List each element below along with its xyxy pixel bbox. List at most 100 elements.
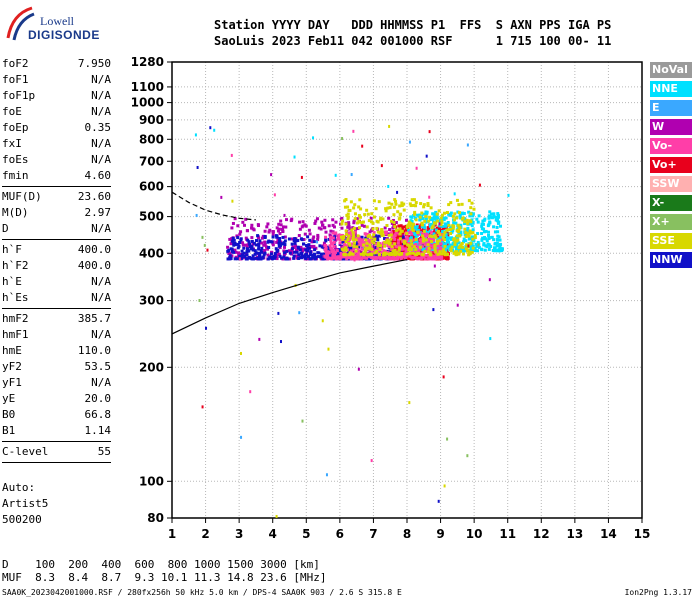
param-row: h`F2 400.0 bbox=[2, 258, 167, 274]
echo-dot bbox=[266, 247, 270, 251]
echo-dot bbox=[354, 243, 358, 247]
echo-dot bbox=[439, 235, 443, 239]
echo-dot bbox=[410, 227, 414, 231]
echo-dot bbox=[432, 254, 436, 258]
echo-dot bbox=[407, 228, 411, 232]
echo-dot bbox=[407, 231, 411, 235]
echo-dot bbox=[332, 225, 336, 229]
echo-dot bbox=[445, 252, 449, 256]
echo-dot bbox=[237, 251, 241, 255]
echo-dot bbox=[348, 251, 352, 255]
echo-dot bbox=[269, 252, 273, 256]
echo-dot bbox=[390, 245, 394, 249]
param-label: hmF2 bbox=[2, 312, 29, 325]
echo-dot bbox=[282, 255, 286, 259]
echo-dot bbox=[340, 226, 344, 230]
echo-dot bbox=[443, 253, 447, 257]
echo-dot bbox=[423, 247, 427, 251]
echo-dot bbox=[363, 213, 367, 217]
echo-dot bbox=[436, 237, 440, 241]
echo-dot bbox=[440, 252, 444, 256]
echo-dot bbox=[367, 257, 371, 261]
echo-dot bbox=[407, 235, 411, 239]
echo-dot bbox=[270, 257, 274, 261]
echo-dot bbox=[393, 237, 397, 241]
echo-dot bbox=[273, 252, 277, 256]
echo-dot bbox=[343, 246, 347, 250]
echo-dot bbox=[404, 255, 408, 259]
sparse-echo-dot bbox=[273, 193, 276, 197]
sparse-echo-dot bbox=[209, 126, 212, 130]
echo-dot bbox=[360, 240, 364, 244]
echo-dot bbox=[483, 248, 487, 252]
echo-dot bbox=[457, 246, 461, 250]
sparse-echo-dot bbox=[361, 144, 364, 148]
echo-dot bbox=[356, 240, 360, 244]
echo-dot bbox=[467, 210, 471, 214]
sparse-echo-dot bbox=[239, 351, 242, 355]
echo-dot bbox=[452, 224, 456, 228]
echo-dot bbox=[417, 247, 421, 251]
echo-dot bbox=[309, 257, 313, 261]
legend-item: NoVal bbox=[650, 62, 692, 78]
echo-dot bbox=[485, 239, 489, 243]
echo-dot bbox=[330, 247, 334, 251]
echo-dot bbox=[349, 249, 353, 253]
echo-dot bbox=[347, 221, 351, 225]
echo-dot bbox=[391, 226, 395, 230]
echo-dot bbox=[266, 222, 270, 226]
sparse-echo-dot bbox=[370, 459, 373, 463]
echo-dot bbox=[413, 232, 417, 236]
sparse-echo-dot bbox=[425, 154, 428, 158]
echo-dot bbox=[390, 202, 394, 206]
echo-dot bbox=[280, 256, 284, 260]
param-label: fxI bbox=[2, 137, 22, 150]
echo-dot bbox=[469, 231, 473, 235]
echo-dot bbox=[285, 249, 289, 253]
echo-dot bbox=[363, 240, 367, 244]
echo-dot bbox=[299, 256, 303, 260]
echo-dot bbox=[231, 250, 235, 254]
echo-dot bbox=[351, 252, 355, 256]
echo-dot bbox=[424, 210, 428, 214]
echo-dot bbox=[388, 206, 392, 210]
echo-dot bbox=[245, 247, 249, 251]
sparse-echo-dot bbox=[196, 165, 199, 169]
echo-dot bbox=[355, 217, 359, 221]
echo-dot bbox=[431, 212, 435, 216]
param-value: 7.950 bbox=[77, 57, 111, 70]
param-label: C-level bbox=[2, 445, 49, 458]
echo-dot bbox=[383, 226, 387, 230]
echo-dot bbox=[495, 244, 499, 248]
echo-dot bbox=[296, 239, 300, 243]
echo-dot bbox=[346, 205, 350, 209]
echo-dot bbox=[347, 208, 351, 212]
echo-dot bbox=[357, 219, 361, 223]
echo-dot bbox=[469, 241, 473, 245]
param-value: 385.7 bbox=[77, 312, 111, 325]
echo-dot bbox=[440, 233, 444, 237]
echo-dot bbox=[351, 231, 355, 235]
param-label: h`Es bbox=[2, 291, 29, 304]
echo-dot bbox=[271, 230, 275, 234]
echo-dot bbox=[319, 257, 323, 261]
echo-dot bbox=[487, 247, 491, 251]
echo-dot bbox=[414, 204, 418, 208]
echo-dot bbox=[481, 219, 485, 223]
echo-dot bbox=[421, 248, 425, 252]
echo-dot bbox=[412, 245, 416, 249]
echo-dot bbox=[326, 250, 330, 254]
echo-dot bbox=[433, 247, 437, 251]
echo-dot bbox=[495, 238, 499, 242]
echo-dot bbox=[428, 215, 432, 219]
echo-dot bbox=[407, 252, 411, 256]
echo-dot bbox=[463, 220, 467, 224]
echo-dot bbox=[425, 241, 429, 245]
echo-dot bbox=[363, 232, 367, 236]
echo-dot bbox=[411, 251, 415, 255]
echo-dot bbox=[227, 251, 231, 255]
echo-dot bbox=[276, 248, 280, 252]
sparse-echo-dot bbox=[478, 183, 481, 187]
echo-dot bbox=[457, 228, 461, 232]
echo-dot bbox=[435, 256, 439, 260]
